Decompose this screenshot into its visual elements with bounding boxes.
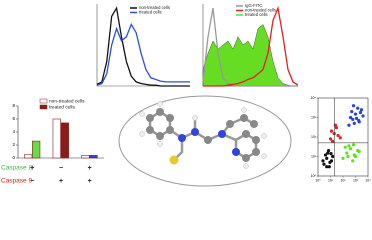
legend-label: non-treated cells xyxy=(49,98,85,104)
legend-label: treated cells xyxy=(245,12,268,17)
point xyxy=(357,118,361,123)
point xyxy=(353,154,358,159)
point xyxy=(350,110,354,114)
point xyxy=(331,139,335,143)
point xyxy=(347,123,351,127)
y-tick-label: 10⁴ xyxy=(311,96,317,100)
y-tick-label: 0 xyxy=(12,155,15,160)
point xyxy=(348,147,353,151)
point xyxy=(353,112,358,116)
y-tick-label: 8 xyxy=(12,103,15,108)
point xyxy=(351,159,355,163)
point xyxy=(326,149,331,153)
point xyxy=(334,126,339,130)
row-mark: + xyxy=(30,165,34,172)
point xyxy=(329,152,333,156)
point xyxy=(327,165,331,169)
row-mark: − xyxy=(30,178,34,185)
atoms xyxy=(146,108,260,162)
row-mark: − xyxy=(59,165,63,172)
point xyxy=(325,165,329,169)
point xyxy=(346,154,350,159)
legend-label: IgG-FITC xyxy=(245,3,262,8)
y-tick-label: 10⁰ xyxy=(311,174,317,178)
axis xyxy=(96,4,190,87)
row-label: Caspase 9 xyxy=(1,178,32,185)
row-mark: + xyxy=(88,178,92,185)
bar xyxy=(60,122,69,159)
point xyxy=(358,110,363,115)
y-tick-label: 10² xyxy=(311,135,317,139)
x-tick-label: 10⁴ xyxy=(365,178,371,182)
point xyxy=(329,129,334,133)
point xyxy=(322,162,326,166)
area xyxy=(202,24,298,87)
x-tick-label: 10³ xyxy=(353,178,359,182)
point xyxy=(328,160,332,164)
point xyxy=(343,145,347,149)
point xyxy=(347,144,351,148)
bar xyxy=(24,154,33,159)
legend-label: non-treated cells xyxy=(139,5,170,10)
row-mark: + xyxy=(88,165,92,172)
x-tick-label: 10⁰ xyxy=(315,178,321,182)
legend-label: treated cells xyxy=(139,10,162,15)
row-mark: + xyxy=(59,178,63,185)
nitrogen-atoms xyxy=(178,128,240,156)
point xyxy=(341,156,345,160)
point xyxy=(333,123,338,127)
sulfur-atom xyxy=(169,155,179,165)
legend-label: treated cells xyxy=(49,104,75,110)
y-tick-label: 4 xyxy=(12,129,15,134)
point xyxy=(325,156,329,160)
point xyxy=(351,104,356,108)
point xyxy=(345,151,349,155)
point xyxy=(352,121,356,125)
x-tick-label: 10¹ xyxy=(328,178,334,182)
point xyxy=(326,151,330,155)
ellipse xyxy=(118,95,292,187)
line xyxy=(96,23,190,86)
molecule-panel xyxy=(118,95,292,187)
point xyxy=(356,106,360,110)
point xyxy=(348,115,353,120)
x-tick-label: 10² xyxy=(340,178,346,182)
bar xyxy=(32,140,41,159)
hydrogen-atoms xyxy=(139,101,267,169)
point xyxy=(359,108,364,112)
y-tick-label: 10¹ xyxy=(311,154,317,158)
point xyxy=(357,149,361,154)
point xyxy=(354,116,359,120)
point xyxy=(361,114,365,118)
legend-label: non-treated cells xyxy=(245,8,276,13)
point xyxy=(336,133,340,138)
y-tick-label: 2 xyxy=(12,142,15,147)
bar xyxy=(52,118,61,159)
point xyxy=(323,153,328,157)
point xyxy=(321,159,325,163)
y-tick-label: 10³ xyxy=(311,115,317,119)
line xyxy=(203,5,299,87)
legend-swatch xyxy=(39,104,48,110)
point xyxy=(338,136,342,140)
bar xyxy=(81,155,90,159)
point xyxy=(351,143,356,147)
legend-swatch xyxy=(39,98,48,104)
point xyxy=(328,137,333,141)
line xyxy=(202,7,298,87)
row-label: Caspase 8 xyxy=(1,165,32,172)
bar xyxy=(89,155,98,159)
point xyxy=(331,154,335,159)
bonds xyxy=(148,110,258,161)
point xyxy=(351,117,355,121)
line xyxy=(96,6,190,87)
y-tick-label: 6 xyxy=(12,116,15,121)
